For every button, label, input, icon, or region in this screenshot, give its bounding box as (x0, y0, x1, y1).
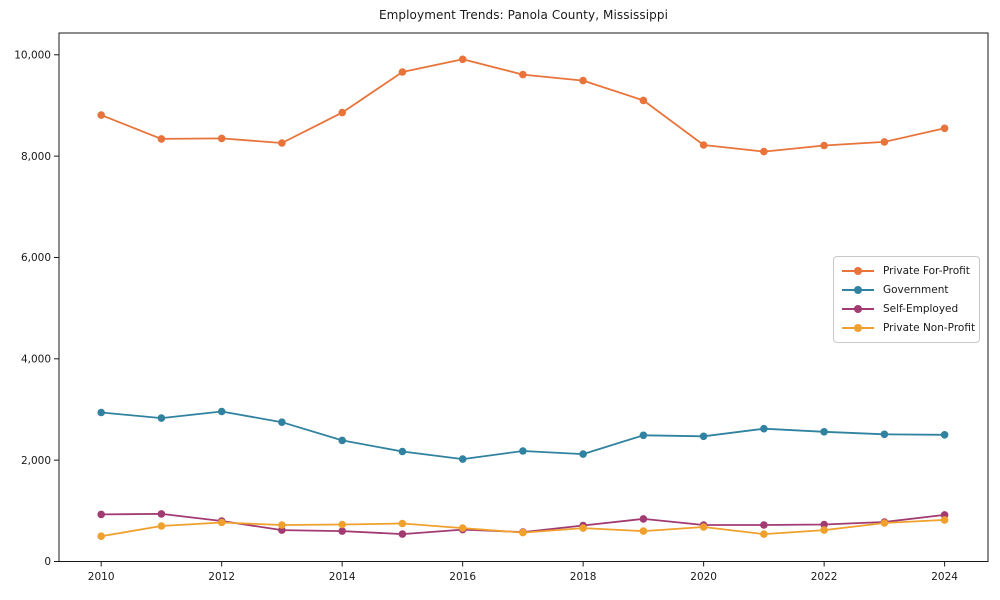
data-point-private-for-profit (579, 76, 587, 85)
data-point-government (217, 407, 226, 416)
y-tick-label: 10,000 (14, 49, 51, 61)
legend-line-marker-icon (842, 323, 874, 333)
data-point-private-for-profit (639, 96, 648, 105)
x-tick-label: 2024 (931, 571, 958, 583)
data-point-private-non-profit (820, 526, 828, 534)
data-point-government (940, 431, 949, 439)
data-point-private-for-profit (880, 138, 889, 146)
data-point-private-for-profit (519, 70, 527, 79)
y-tick-label: 6,000 (21, 252, 51, 264)
x-tick-label: 2014 (329, 571, 356, 583)
data-point-private-for-profit (699, 141, 708, 149)
data-point-private-for-profit (97, 111, 105, 119)
chart-title: Employment Trends: Panola County, Missis… (378, 8, 669, 22)
legend-item-private-for-profit: Private For-Profit (842, 262, 971, 281)
y-tick-label: 2,000 (21, 455, 51, 467)
data-point-private-for-profit (217, 134, 226, 143)
x-tick-label: 2018 (570, 571, 597, 583)
legend-line-marker-icon (842, 266, 874, 276)
data-point-self-employed (639, 515, 648, 523)
data-point-private-non-profit (519, 528, 527, 537)
data-point-private-for-profit (760, 147, 768, 156)
legend-marker-dot (854, 323, 862, 332)
data-point-government (519, 447, 527, 455)
data-point-private-non-profit (338, 520, 347, 529)
legend-label: Government (883, 284, 949, 297)
data-point-private-non-profit (880, 519, 889, 527)
x-tick-label: 2012 (208, 571, 235, 583)
axes-frame (58, 32, 989, 562)
data-point-private-non-profit (157, 522, 166, 530)
legend-marker-dot (854, 304, 862, 313)
data-point-self-employed (820, 520, 828, 529)
data-point-self-employed (97, 510, 105, 519)
data-point-private-non-profit (940, 516, 949, 524)
data-point-government (97, 408, 105, 417)
y-tick-label: 0 (44, 556, 51, 568)
data-point-private-for-profit (458, 55, 467, 64)
data-point-private-non-profit (639, 527, 648, 535)
y-tick-label: 8,000 (21, 151, 51, 163)
legend-item-self-employed: Self-Employed (842, 300, 971, 319)
x-tick-label: 2016 (449, 571, 476, 583)
data-point-private-for-profit (278, 139, 286, 147)
data-point-private-non-profit (97, 532, 105, 540)
legend-label: Self-Employed (883, 302, 959, 315)
legend-line-marker-icon (842, 304, 874, 314)
x-tick-label: 2022 (811, 571, 838, 583)
data-point-private-non-profit (760, 530, 768, 538)
data-point-government (760, 424, 768, 433)
data-point-private-non-profit (398, 519, 407, 528)
data-point-government (820, 428, 828, 436)
legend-item-private-non-profit: Private Non-Profit (842, 318, 975, 337)
data-point-private-for-profit (157, 135, 166, 143)
y-tick-label: 4,000 (21, 354, 51, 366)
legend-marker-dot (854, 267, 862, 276)
data-point-government (338, 436, 347, 445)
data-point-government (880, 430, 889, 439)
data-point-government (157, 414, 166, 422)
x-tick-label: 2010 (88, 571, 115, 583)
data-point-self-employed (157, 510, 166, 518)
data-point-private-for-profit (398, 68, 407, 76)
legend-item-government: Government (842, 281, 971, 300)
legend-marker-dot (854, 286, 862, 295)
data-point-private-non-profit (699, 523, 708, 531)
data-point-private-non-profit (579, 524, 587, 532)
data-point-government (579, 450, 587, 458)
data-point-self-employed (398, 530, 407, 538)
data-point-private-non-profit (458, 524, 467, 532)
data-point-private-for-profit (338, 108, 347, 117)
x-tick-label: 2020 (690, 571, 717, 583)
data-point-private-non-profit (217, 518, 226, 527)
legend-label: Private Non-Profit (883, 321, 976, 334)
data-point-self-employed (338, 527, 347, 535)
data-point-government (398, 447, 407, 456)
legend-line-marker-icon (842, 285, 874, 295)
data-point-government (458, 455, 467, 463)
data-point-private-for-profit (820, 141, 828, 150)
data-point-self-employed (760, 521, 768, 529)
data-point-private-for-profit (940, 124, 949, 133)
data-point-private-non-profit (278, 521, 286, 529)
legend-box: Private For-Profit Government Self-Employe… (833, 256, 980, 343)
data-point-government (639, 431, 648, 440)
data-point-government (699, 432, 708, 441)
legend-label: Private For-Profit (883, 265, 970, 278)
data-point-government (278, 418, 286, 427)
